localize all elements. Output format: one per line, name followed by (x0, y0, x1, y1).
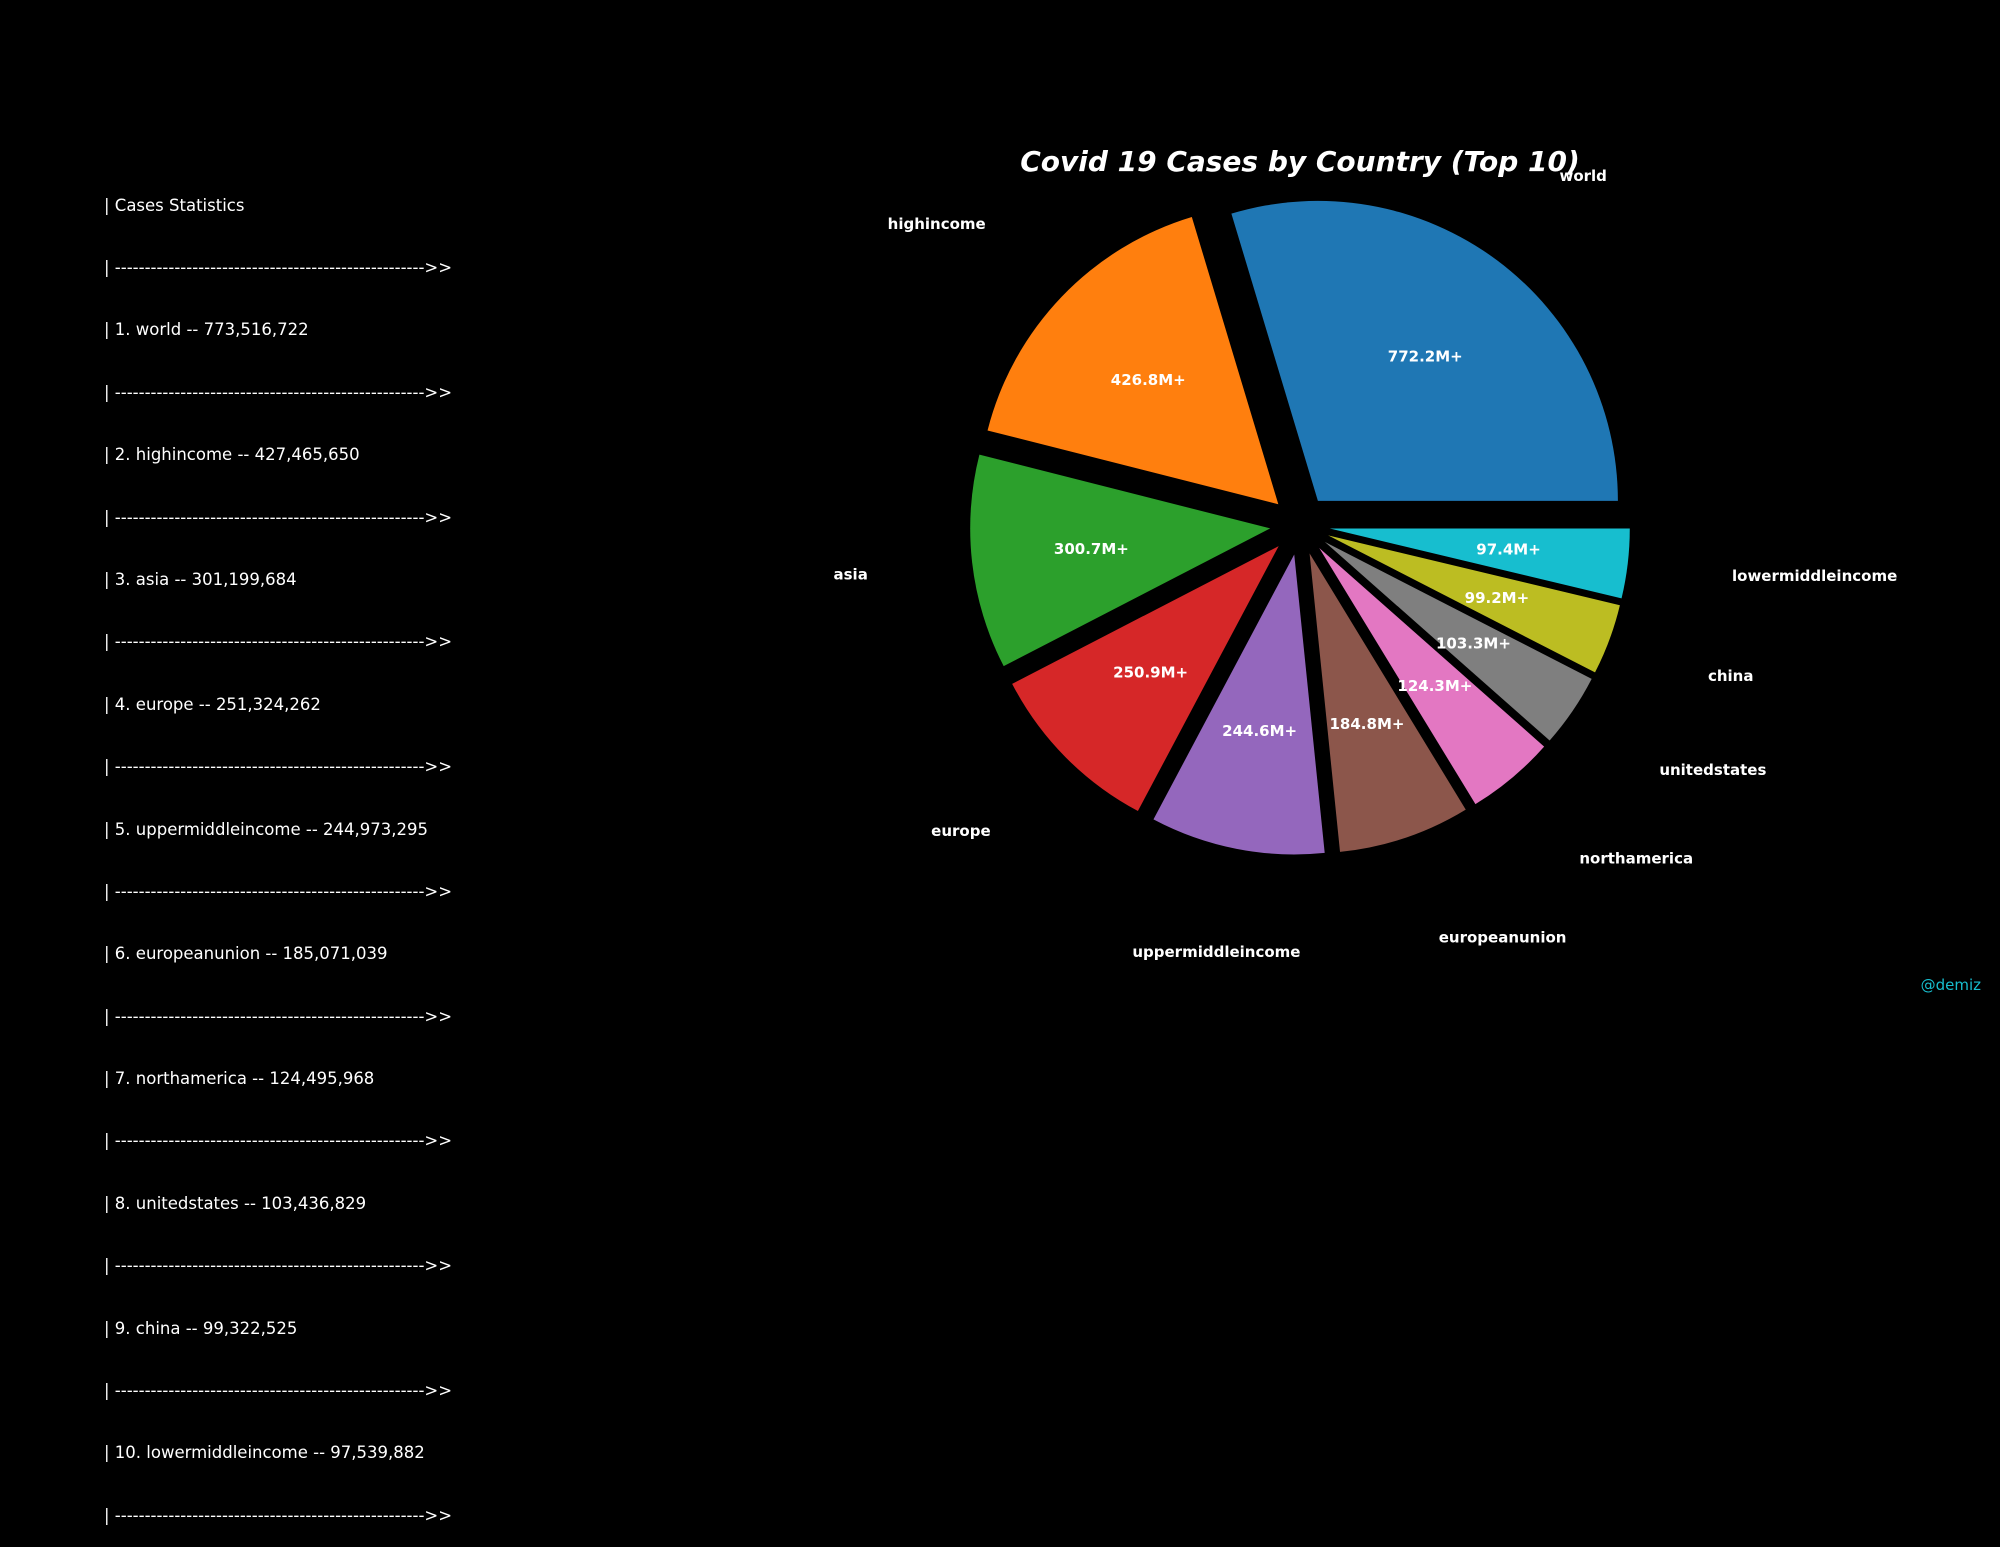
stats-row: | 3. asia -- 301,199,684 (104, 569, 297, 589)
stats-header: | Cases Statistics (104, 195, 245, 215)
pie-slice-uppermiddleincome (1153, 554, 1325, 855)
stats-divider: | --------------------------------------… (104, 1505, 453, 1525)
chart-title: Covid 19 Cases by Country (Top 10) (1020, 145, 1580, 178)
pie-labels: 772.2M+ world 426.8M+ highincome 300.7M+ asia… (834, 167, 1898, 961)
slice-category-label: lowermiddleincome (1732, 567, 1897, 585)
slice-value-label: 300.7M+ (1054, 540, 1129, 558)
stats-divider: | --------------------------------------… (104, 632, 453, 652)
slice-value-label: 184.8M+ (1330, 715, 1405, 733)
slice-value-label: 103.3M+ (1436, 634, 1511, 652)
stats-row: | 4. europe -- 251,324,262 (104, 694, 321, 714)
slice-category-label: highincome (888, 215, 986, 233)
pie-slice-asia (970, 454, 1271, 667)
stats-row: | 10. lowermiddleincome -- 97,539,882 (104, 1443, 425, 1463)
stats-divider: | --------------------------------------… (104, 382, 453, 402)
stats-row: | 5. uppermiddleincome -- 244,973,295 (104, 819, 428, 839)
stats-row: | 8. unitedstates -- 103,436,829 (104, 1193, 367, 1213)
slice-category-label: northamerica (1579, 849, 1693, 867)
slice-category-label: asia (834, 566, 868, 584)
stats-row: | 9. china -- 99,322,525 (104, 1318, 298, 1338)
slice-value-label: 426.8M+ (1111, 371, 1186, 389)
slice-category-label: unitedstates (1659, 761, 1766, 779)
slice-category-label: world (1559, 167, 1606, 185)
slice-value-label: 250.9M+ (1113, 664, 1188, 682)
slice-value-label: 244.6M+ (1222, 722, 1297, 740)
stats-row: | 6. europeanunion -- 185,071,039 (104, 944, 388, 964)
stats-divider: | --------------------------------------… (104, 257, 453, 277)
stats-divider: | --------------------------------------… (104, 1381, 453, 1401)
pie-chart: Covid 19 Cases by Country (Top 10) 772.2… (834, 145, 1898, 961)
watermark: @demiz (1920, 976, 1981, 994)
pie-slice-europeanunion (1309, 553, 1466, 852)
stats-divider: | --------------------------------------… (104, 1256, 453, 1276)
pie-slices (970, 200, 1630, 855)
pie-slice-highincome (987, 217, 1279, 505)
slice-category-label: europeanunion (1439, 928, 1567, 946)
pie-slice-lowermiddleincome (1329, 528, 1630, 599)
stats-divider: | --------------------------------------… (104, 1006, 453, 1026)
slice-category-label: china (1708, 667, 1754, 685)
slice-category-label: uppermiddleincome (1132, 943, 1300, 961)
stats-divider: | --------------------------------------… (104, 881, 453, 901)
stats-row: | 1. world -- 773,516,722 (104, 320, 309, 340)
pie-slice-world (1231, 200, 1618, 501)
pie-slice-northamerica (1319, 547, 1545, 805)
stats-row: | 2. highincome -- 427,465,650 (104, 445, 360, 465)
stats-row: | 7. northamerica -- 124,495,968 (104, 1069, 375, 1089)
pie-slice-china (1328, 535, 1620, 673)
slice-value-label: 97.4M+ (1476, 541, 1541, 559)
pie-slice-europe (1012, 546, 1279, 812)
pie-slice-unitedstates (1324, 541, 1592, 741)
stats-divider: | --------------------------------------… (104, 1131, 453, 1151)
slice-value-label: 99.2M+ (1465, 589, 1530, 607)
stats-divider: | --------------------------------------… (104, 507, 453, 527)
stats-divider: | --------------------------------------… (104, 757, 453, 777)
slice-value-label: 124.3M+ (1397, 677, 1472, 695)
slice-category-label: europe (931, 822, 990, 840)
pie-chart-area: Covid 19 Cases by Country (Top 10) 772.2… (834, 145, 1898, 961)
slice-value-label: 772.2M+ (1388, 347, 1463, 365)
